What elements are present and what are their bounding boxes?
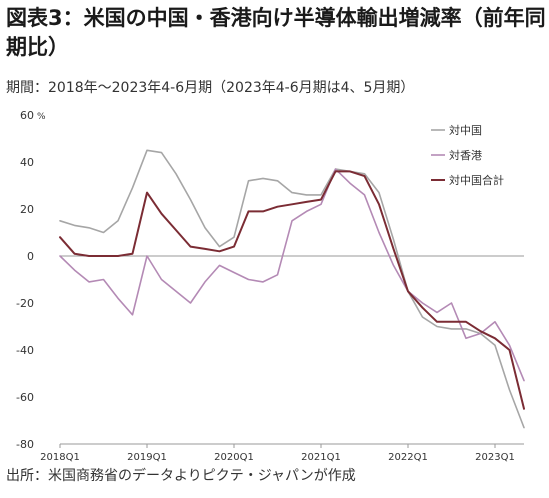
series-line [59,149,525,429]
y-tick-label: 0 [27,250,34,263]
chart-subtitle: 期間：2018年～2023年4-6月期（2023年4-6月期は4、5月期） [6,80,415,96]
series-line [59,170,525,410]
legend-label: 対香港 [449,148,482,162]
x-tick-label: 2019Q1 [127,452,167,463]
y-unit-label: % [37,112,46,122]
y-tick-label: -60 [16,391,34,404]
y-tick-label: 60 [20,109,34,122]
x-tick-label: 2020Q1 [214,452,254,463]
x-tick-label: 2018Q1 [40,452,80,463]
legend-label: 対中国合計 [449,173,504,187]
x-axis: 2018Q1 2019Q1 2020Q1 2021Q1 2022Q1 2023Q1 [40,255,524,463]
y-axis: 60 40 20 0 -20 -40 -60 -80% [16,109,46,451]
y-tick-label: -80 [16,438,34,451]
source-note: 出所：米国商務省のデータよりピクテ・ジャパンが作成 [6,468,356,484]
y-tick-label: 20 [20,203,34,216]
plot-series [59,149,525,429]
y-tick-label: -40 [16,344,34,357]
y-tick-label: -20 [16,297,34,310]
y-tick-label: 40 [20,156,34,169]
legend-label: 対中国 [449,123,482,137]
series-line [59,168,525,382]
x-tick-label: 2021Q1 [301,452,341,463]
x-tick-label: 2022Q1 [388,452,428,463]
x-tick-label: 2023Q1 [475,452,515,463]
chart-title: 図表3：米国の中国・香港向け半導体輸出増減率（前年同期比） [6,6,546,59]
